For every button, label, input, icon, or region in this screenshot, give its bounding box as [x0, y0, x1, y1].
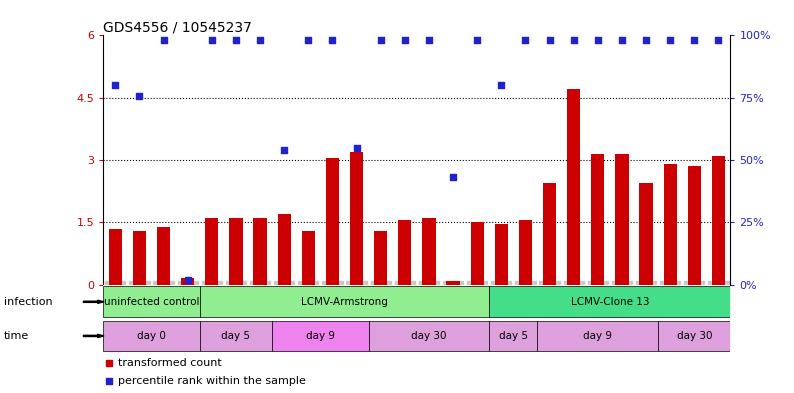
Bar: [302, 231, 315, 285]
Text: day 9: day 9: [306, 331, 335, 341]
Point: [399, 37, 411, 44]
Point: [181, 277, 194, 283]
Bar: [639, 183, 653, 285]
Point: [495, 82, 507, 88]
Bar: [200, 286, 489, 317]
Text: percentile rank within the sample: percentile rank within the sample: [118, 376, 306, 386]
Point: [103, 360, 116, 366]
Text: day 30: day 30: [676, 331, 712, 341]
Bar: [272, 321, 368, 351]
Point: [543, 37, 556, 44]
Bar: [103, 286, 200, 317]
Point: [103, 378, 116, 384]
Text: uninfected control: uninfected control: [104, 297, 199, 307]
Text: LCMV-Armstrong: LCMV-Armstrong: [301, 297, 388, 307]
Bar: [489, 321, 538, 351]
Text: time: time: [4, 331, 29, 341]
Point: [688, 37, 700, 44]
Bar: [489, 286, 730, 317]
Point: [302, 37, 314, 44]
Point: [640, 37, 653, 44]
Bar: [326, 158, 339, 285]
Point: [422, 37, 435, 44]
Text: day 5: day 5: [499, 331, 528, 341]
Bar: [200, 321, 272, 351]
Bar: [592, 154, 604, 285]
Bar: [229, 218, 242, 285]
Bar: [157, 226, 170, 285]
Bar: [471, 222, 484, 285]
Bar: [109, 229, 122, 285]
Point: [229, 37, 242, 44]
Text: day 5: day 5: [222, 331, 250, 341]
Bar: [711, 156, 725, 285]
Point: [374, 37, 387, 44]
Bar: [133, 231, 146, 285]
Point: [278, 147, 291, 153]
Point: [350, 145, 363, 151]
Point: [519, 37, 532, 44]
Bar: [664, 164, 676, 285]
Bar: [103, 321, 200, 351]
Text: LCMV-Clone 13: LCMV-Clone 13: [571, 297, 649, 307]
Bar: [446, 281, 460, 285]
Bar: [615, 154, 629, 285]
Point: [664, 37, 676, 44]
Text: day 0: day 0: [137, 331, 166, 341]
Point: [206, 37, 218, 44]
Bar: [374, 231, 387, 285]
Point: [253, 37, 266, 44]
Bar: [253, 218, 267, 285]
Bar: [422, 218, 436, 285]
Bar: [518, 220, 532, 285]
Bar: [350, 152, 363, 285]
Text: infection: infection: [4, 297, 52, 307]
Point: [133, 92, 146, 99]
Bar: [398, 220, 411, 285]
Point: [615, 37, 628, 44]
Bar: [278, 214, 291, 285]
Point: [447, 174, 460, 180]
Point: [109, 82, 121, 88]
Bar: [567, 89, 580, 285]
Point: [326, 37, 339, 44]
Bar: [688, 166, 701, 285]
Bar: [181, 279, 195, 285]
Point: [592, 37, 604, 44]
Point: [471, 37, 484, 44]
Bar: [538, 321, 658, 351]
Bar: [368, 321, 489, 351]
Bar: [205, 218, 218, 285]
Point: [712, 37, 725, 44]
Text: day 30: day 30: [411, 331, 447, 341]
Bar: [495, 224, 508, 285]
Text: GDS4556 / 10545237: GDS4556 / 10545237: [103, 20, 252, 34]
Point: [157, 37, 170, 44]
Text: day 9: day 9: [584, 331, 612, 341]
Bar: [658, 321, 730, 351]
Bar: [543, 183, 556, 285]
Point: [567, 37, 580, 44]
Text: transformed count: transformed count: [118, 358, 222, 368]
